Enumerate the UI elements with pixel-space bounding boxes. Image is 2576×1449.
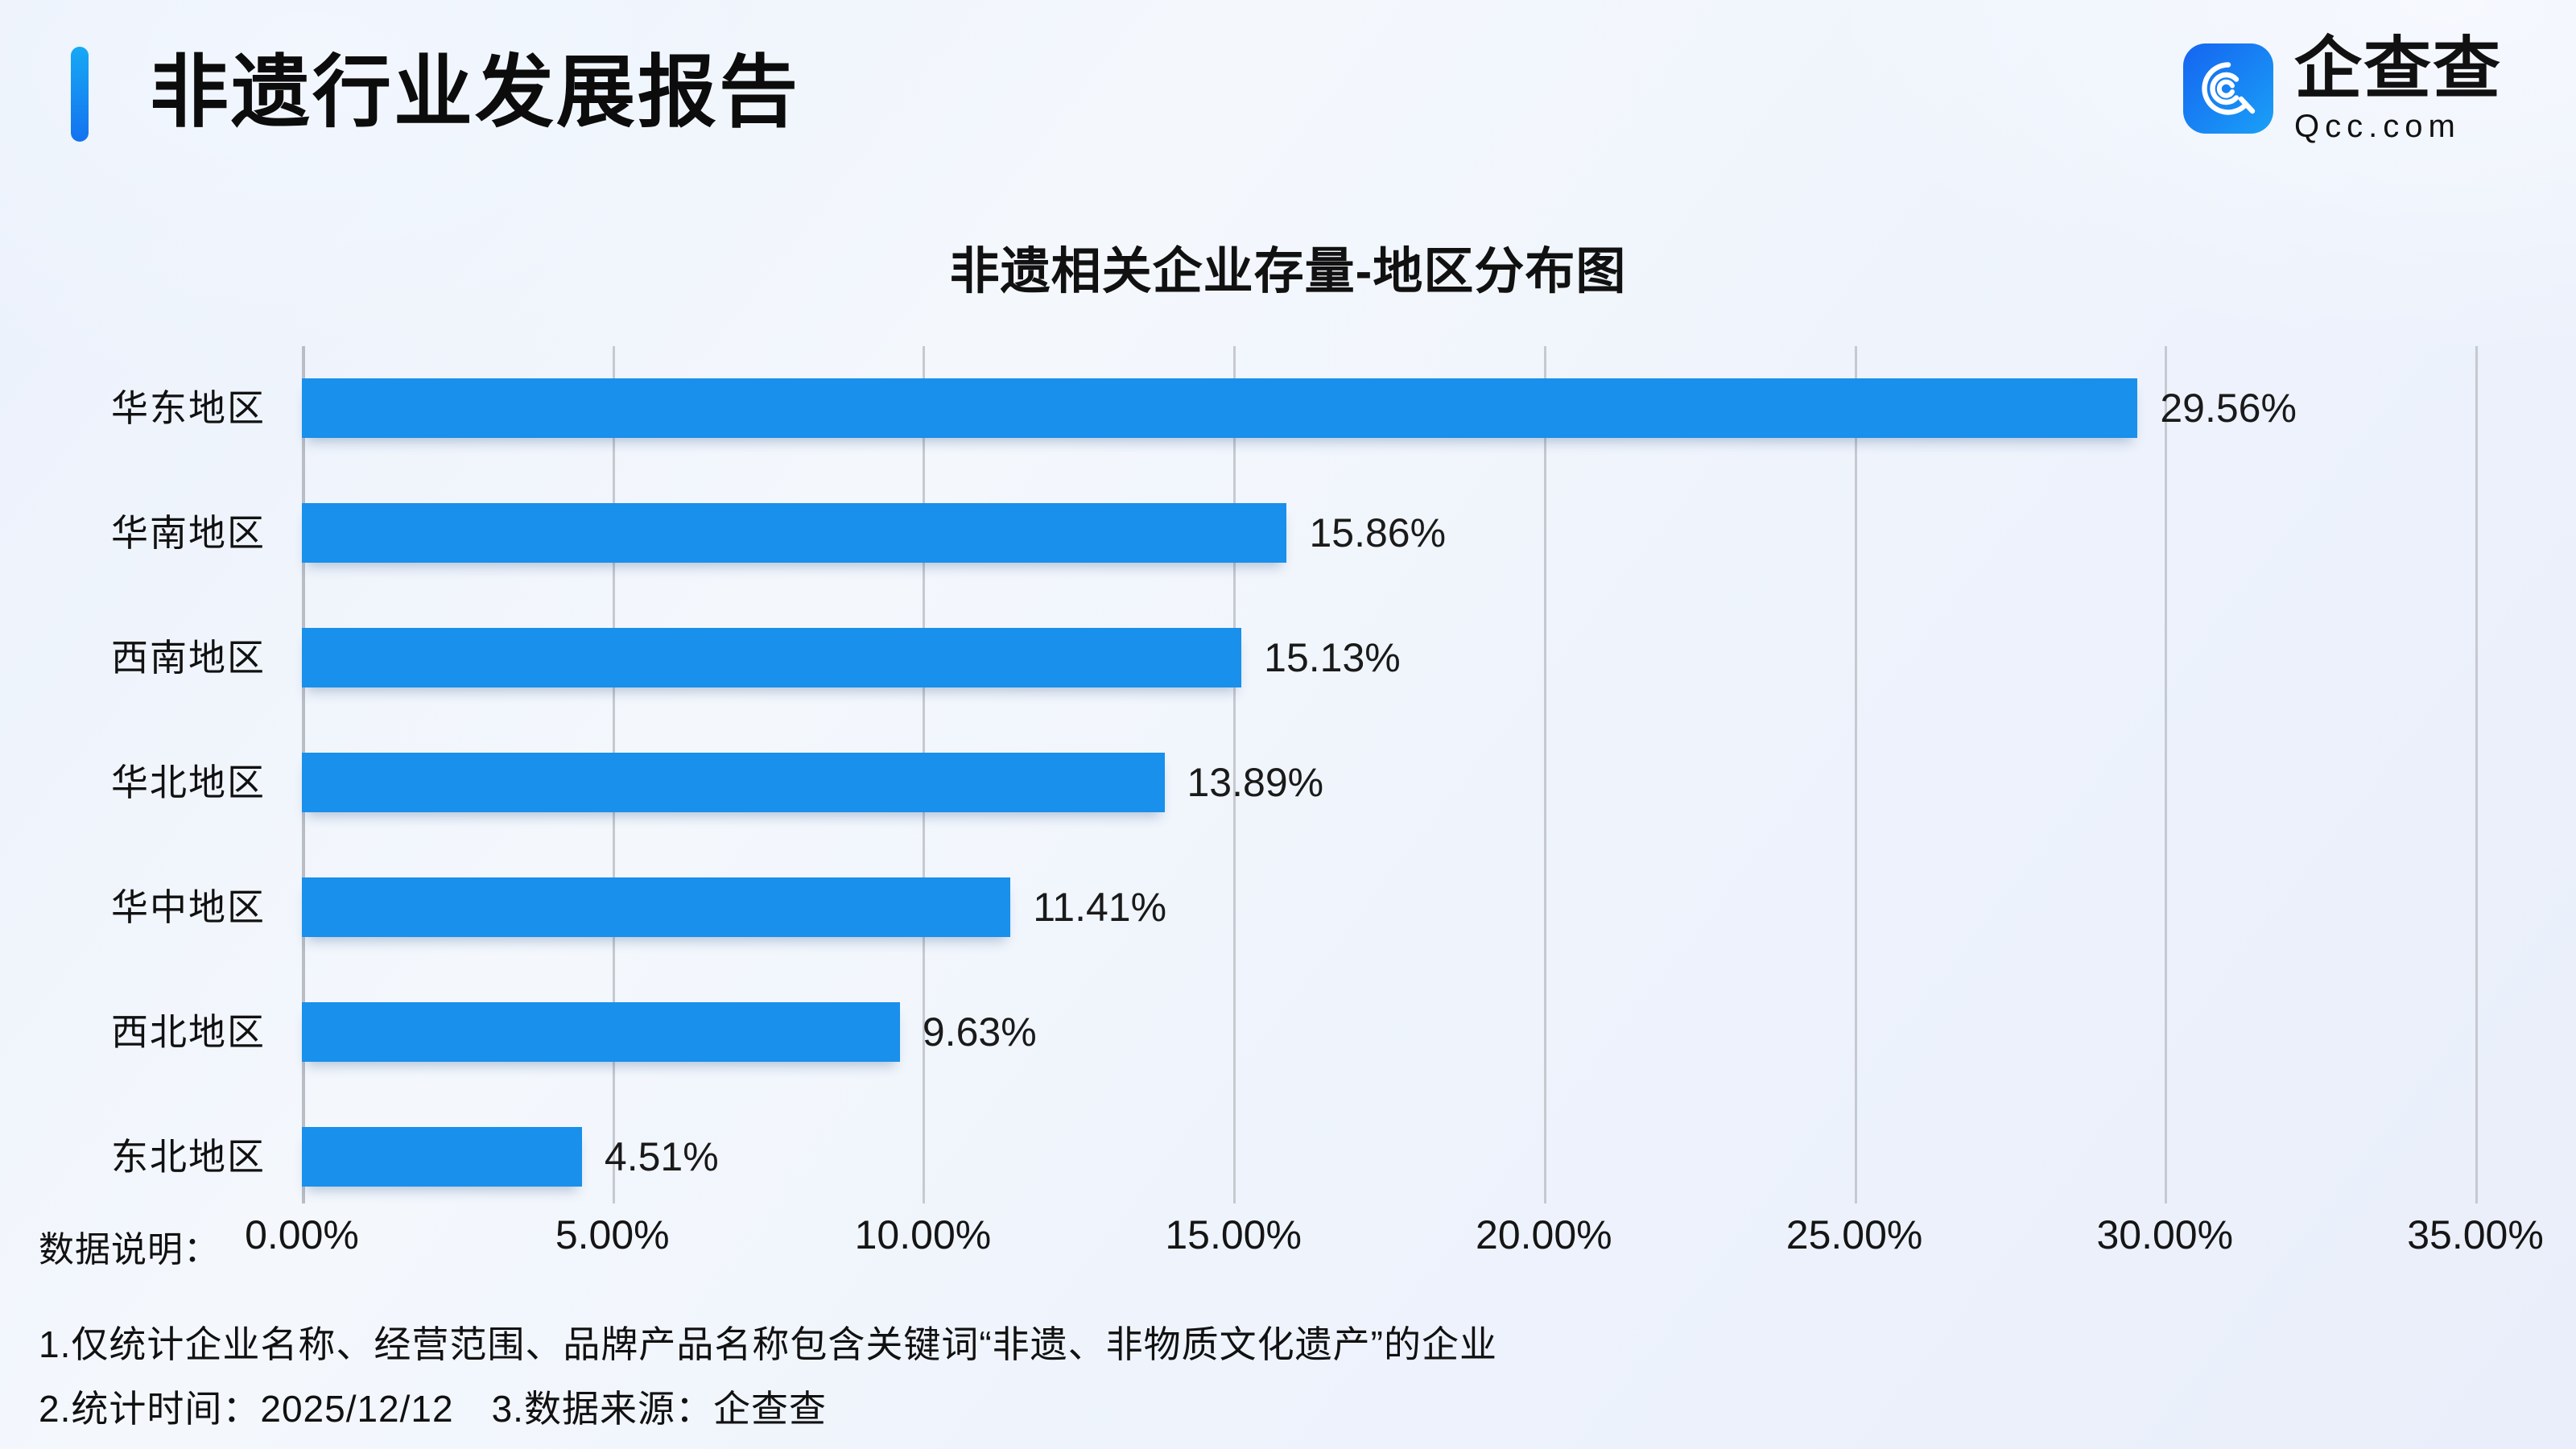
bar-value-label: 13.89%: [1187, 760, 1324, 805]
x-tick-label: 5.00%: [555, 1212, 670, 1257]
bar-row: 西北地区 9.63%: [111, 970, 2475, 1095]
brand-logo: 企查查 Qcc.com: [2182, 35, 2502, 142]
x-tick-label: 20.00%: [1476, 1212, 1612, 1257]
page-title: 非遗行业发展报告: [150, 47, 801, 136]
gridline: [1854, 346, 1857, 1203]
page-header: 非遗行业发展报告 企查查 Qcc.com: [0, 0, 2576, 201]
title-accent-bar: [71, 47, 89, 142]
bar-row: 华北地区 13.89%: [111, 720, 2475, 845]
bar-chart-plot: 华东地区 29.56% 华南地区 15.86% 西南地区 15.13% 华北地区 13.89%…: [111, 346, 2544, 1257]
gridline: [1233, 346, 1236, 1203]
logo-wordmark: 企查查 Qcc.com: [2294, 35, 2502, 142]
bar-value-label: 9.63%: [922, 1009, 1037, 1055]
x-tick-label: 25.00%: [1785, 1212, 1923, 1257]
notes-label: 数据说明：: [39, 1230, 220, 1269]
bar[interactable]: [302, 1002, 900, 1062]
bar[interactable]: [302, 877, 1011, 937]
bar-value-label: 15.13%: [1264, 635, 1401, 680]
x-axis-ticks: 0.00% 5.00% 10.00% 15.00% 20.00% 25.00% 30.00%…: [245, 1212, 2544, 1268]
bar[interactable]: [302, 503, 1287, 563]
category-label: 西南地区: [111, 637, 266, 679]
x-tick-label: 10.00%: [854, 1212, 992, 1257]
chart-title: 非遗相关企业存量-地区分布图: [949, 244, 1627, 299]
bar-value-label: 11.41%: [1033, 885, 1167, 930]
category-label: 华南地区: [111, 512, 266, 554]
note-item-2: 2.统计时间：2025/12/12 3.数据来源：企查查: [39, 1388, 827, 1430]
bar-row: 东北地区 4.51%: [111, 1095, 2475, 1220]
category-label: 华北地区: [111, 762, 266, 803]
x-tick-label: 35.00%: [2407, 1212, 2544, 1257]
qcc-logo-icon: [2182, 43, 2273, 134]
bar-value-label: 29.56%: [2160, 386, 2297, 431]
category-label: 东北地区: [111, 1136, 266, 1178]
logo-domain: Qcc.com: [2293, 109, 2461, 144]
bar-row: 华东地区 29.56%: [111, 346, 2475, 471]
logo-cn-name: 企查查: [2293, 31, 2502, 106]
note-item-1: 1.仅统计企业名称、经营范围、品牌产品名称包含关键词“非遗、非物质文化遗产”的企…: [39, 1323, 1497, 1365]
bar-value-label: 15.86%: [1309, 510, 1447, 555]
x-tick-label: 30.00%: [2096, 1212, 2234, 1257]
bar-value-label: 4.51%: [604, 1134, 719, 1179]
category-label: 西北地区: [111, 1011, 266, 1053]
gridline: [2475, 346, 2478, 1203]
bar[interactable]: [302, 378, 2138, 438]
bar-row: 华南地区 15.86%: [111, 471, 2475, 596]
category-label: 华中地区: [111, 886, 266, 928]
x-tick-label: 0.00%: [245, 1212, 359, 1257]
bar-row: 华中地区 11.41%: [111, 845, 2475, 970]
x-tick-label: 15.00%: [1165, 1212, 1302, 1257]
bar[interactable]: [302, 753, 1165, 812]
bar[interactable]: [302, 628, 1242, 687]
gridline: [1543, 346, 1546, 1203]
category-label: 华东地区: [111, 387, 266, 429]
gridline: [2165, 346, 2168, 1203]
bar-rows: 华东地区 29.56% 华南地区 15.86% 西南地区 15.13% 华北地区 13.89%…: [111, 346, 2475, 1203]
bar-row: 西南地区 15.13%: [111, 596, 2475, 720]
bar[interactable]: [302, 1127, 582, 1187]
